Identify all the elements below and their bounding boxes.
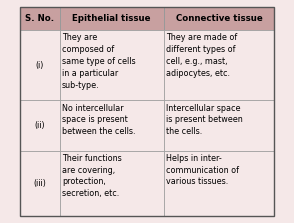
Text: Intercellular space
is present between
the cells.: Intercellular space is present between t… — [166, 104, 243, 136]
Bar — [59, 100, 164, 151]
Text: They are made of
different types of
cell, e.g., mast,
adipocytes, etc.: They are made of different types of cell… — [166, 33, 238, 78]
Text: No intercellular
space is present
between the cells.: No intercellular space is present betwee… — [62, 104, 135, 136]
Bar — [59, 30, 164, 100]
Bar — [164, 30, 274, 100]
Text: Helps in inter-
communication of
various tissues.: Helps in inter- communication of various… — [166, 154, 239, 186]
Bar — [164, 100, 274, 151]
Text: Their functions
are covering,
protection,
secretion, etc.: Their functions are covering, protection… — [62, 154, 122, 198]
Text: S. No.: S. No. — [25, 14, 54, 23]
Bar — [59, 7, 164, 30]
Text: They are
composed of
same type of cells
in a particular
sub-type.: They are composed of same type of cells … — [62, 33, 136, 90]
Text: (ii): (ii) — [34, 121, 45, 130]
Text: Epithelial tissue: Epithelial tissue — [72, 14, 151, 23]
Bar — [20, 30, 60, 100]
Bar — [164, 7, 274, 30]
Bar — [164, 151, 274, 216]
Bar — [20, 7, 60, 30]
Text: (iii): (iii) — [33, 179, 46, 188]
Text: Connective tissue: Connective tissue — [176, 14, 263, 23]
Bar — [20, 7, 274, 216]
Bar — [20, 100, 60, 151]
Bar — [59, 151, 164, 216]
Text: (i): (i) — [36, 61, 44, 70]
Bar — [20, 151, 60, 216]
